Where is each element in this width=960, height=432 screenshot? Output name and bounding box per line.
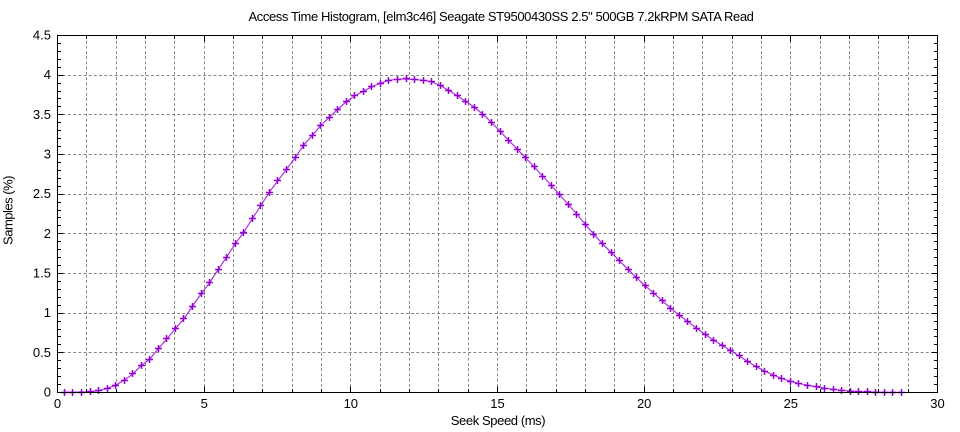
svg-text:2.5: 2.5 bbox=[33, 186, 51, 201]
svg-text:Seek Speed (ms): Seek Speed (ms) bbox=[451, 413, 546, 428]
svg-text:Samples (%): Samples (%) bbox=[1, 176, 16, 245]
svg-text:15: 15 bbox=[490, 396, 504, 411]
svg-text:0: 0 bbox=[44, 385, 51, 400]
svg-text:0: 0 bbox=[54, 396, 61, 411]
svg-text:2: 2 bbox=[44, 226, 51, 241]
svg-text:30: 30 bbox=[930, 396, 944, 411]
svg-text:1.5: 1.5 bbox=[33, 266, 51, 281]
svg-text:3: 3 bbox=[44, 147, 51, 162]
svg-text:25: 25 bbox=[784, 396, 798, 411]
svg-text:20: 20 bbox=[637, 396, 651, 411]
svg-text:Access Time Histogram, [elm3c4: Access Time Histogram, [elm3c46] Seagate… bbox=[249, 9, 754, 24]
svg-text:10: 10 bbox=[344, 396, 358, 411]
svg-text:1: 1 bbox=[44, 305, 51, 320]
svg-text:0.5: 0.5 bbox=[33, 345, 51, 360]
svg-text:5: 5 bbox=[201, 396, 208, 411]
svg-text:4.5: 4.5 bbox=[33, 28, 51, 43]
svg-text:4: 4 bbox=[44, 67, 51, 82]
svg-text:3.5: 3.5 bbox=[33, 107, 51, 122]
